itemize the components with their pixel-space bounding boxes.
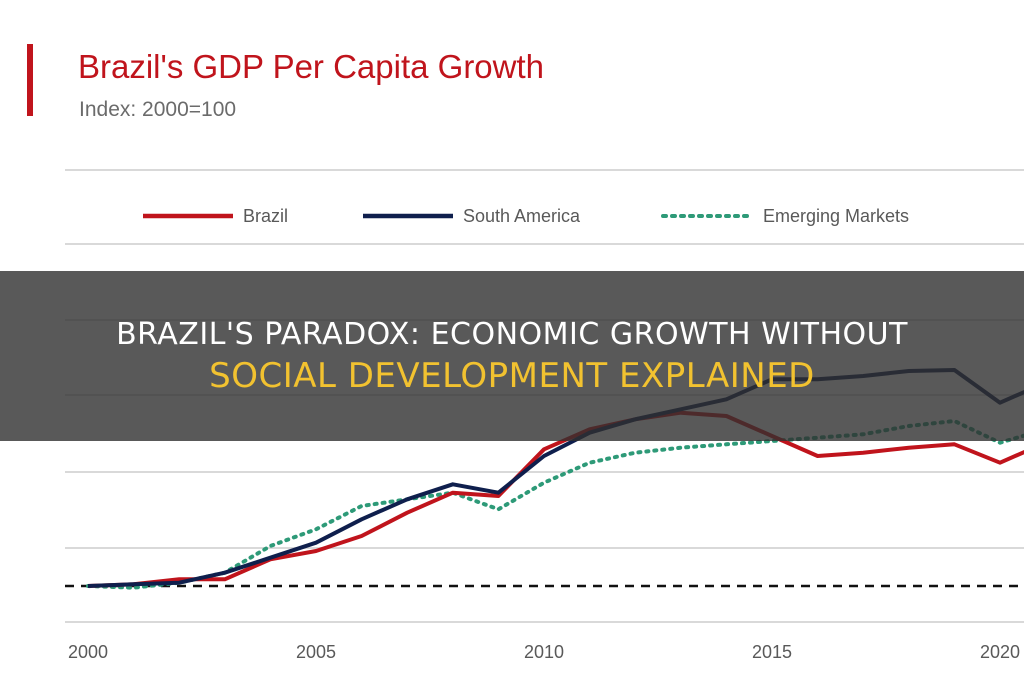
legend-label-1: South America <box>463 206 581 226</box>
x-tick-label-2: 2010 <box>524 642 564 662</box>
chart-subtitle: Index: 2000=100 <box>79 98 237 121</box>
legend-label-2: Emerging Markets <box>763 206 909 226</box>
x-tick-label-0: 2000 <box>68 642 108 662</box>
x-tick-label-1: 2005 <box>296 642 336 662</box>
x-tick-label-3: 2015 <box>752 642 792 662</box>
chart-title: Brazil's GDP Per Capita Growth <box>78 48 545 85</box>
title-accent-bar <box>27 44 33 116</box>
headline-banner: BRAZIL'S PARADOX: ECONOMIC GROWTH WITHOU… <box>0 271 1024 441</box>
headline-line-2: SOCIAL DEVELOPMENT EXPLAINED <box>209 355 815 396</box>
chart-legend: Brazil South America Emerging Markets <box>143 206 909 226</box>
x-axis-ticks: 2000 2005 2010 2015 2020 <box>68 642 1020 662</box>
headline-line-1: BRAZIL'S PARADOX: ECONOMIC GROWTH WITHOU… <box>116 316 908 352</box>
legend-label-0: Brazil <box>243 206 288 226</box>
x-tick-label-4: 2020 <box>980 642 1020 662</box>
